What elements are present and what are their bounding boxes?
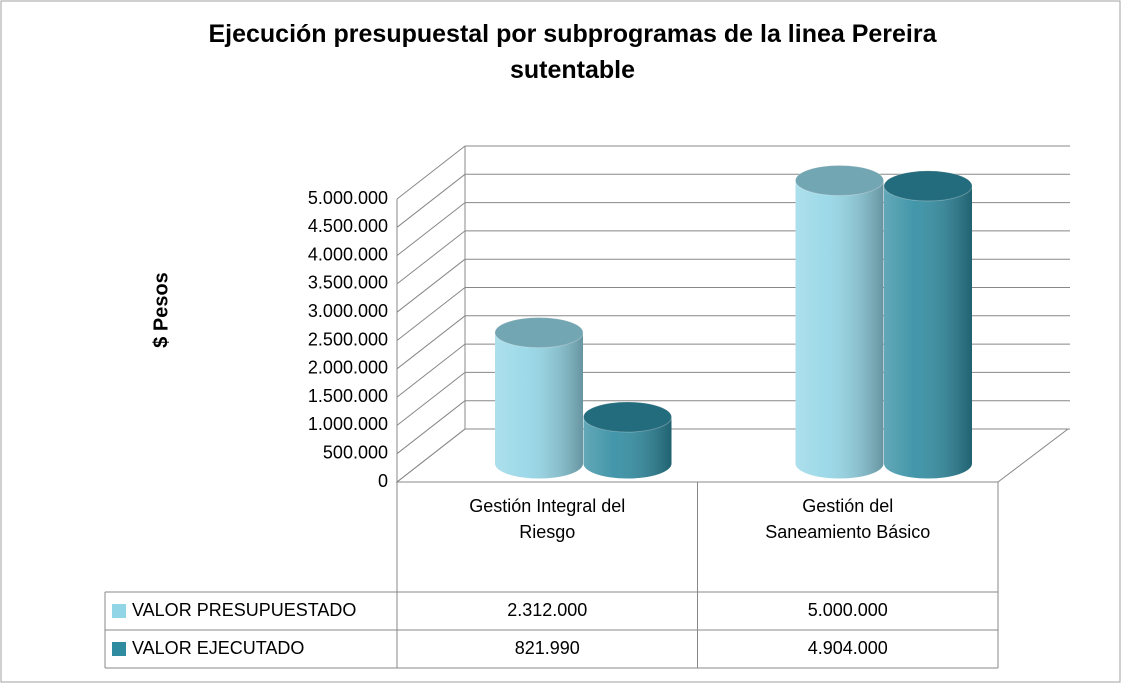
bar-top-shade <box>495 317 583 348</box>
y-tick-label: 1.500.000 <box>308 386 388 406</box>
x-tick-label: Gestión Integral del Riesgo <box>469 496 626 542</box>
grid-line <box>396 258 466 313</box>
legend-swatch <box>112 604 126 618</box>
data-label: 5.000.000 <box>808 600 888 620</box>
x-tick-label: Gestión del Saneamiento Básico <box>765 496 931 542</box>
bar-top <box>883 170 973 202</box>
bar-top-shade <box>795 165 884 196</box>
grid-line <box>396 230 466 285</box>
bar-top <box>583 401 672 433</box>
y-tick-label: 2.500.000 <box>308 329 388 349</box>
data-label: 821.990 <box>515 638 580 658</box>
grid-line <box>396 343 466 398</box>
legend-label: VALOR PRESUPUESTADO <box>132 600 356 620</box>
chart-title: Ejecución presupuestal por subprogramas … <box>208 20 937 84</box>
legend-swatch <box>112 642 126 656</box>
data-label: 4.904.000 <box>808 638 888 658</box>
grid-line <box>396 428 466 483</box>
bar-shade <box>795 180 884 464</box>
bar-top-shade <box>884 170 972 201</box>
y-tick-label: 0 <box>378 471 388 491</box>
grid-line <box>396 372 466 426</box>
grid-line <box>396 287 466 341</box>
grid-line <box>396 400 466 455</box>
y-tick-label: 2.000.000 <box>308 358 388 378</box>
legend-label: VALOR EJECUTADO <box>132 638 304 658</box>
bar-top <box>795 165 884 196</box>
data-label: 2.312.000 <box>507 600 587 620</box>
grid-line <box>396 315 466 370</box>
y-tick-label: 3.000.000 <box>308 301 388 321</box>
y-tick-label: 3.500.000 <box>308 273 388 293</box>
grid-line <box>396 145 466 200</box>
bar-top <box>494 317 584 349</box>
y-tick-label: 1.000.000 <box>308 414 388 434</box>
bar-shade <box>884 185 972 464</box>
y-tick-label: 500.000 <box>323 442 388 462</box>
bar-shade <box>495 332 583 464</box>
y-tick-label: 5.000.000 <box>308 188 388 208</box>
y-tick-label: 4.000.000 <box>308 244 388 264</box>
grid-line <box>396 173 466 228</box>
y-axis-label: $ Pesos <box>150 272 172 348</box>
y-tick-label: 4.500.000 <box>308 216 388 236</box>
bar-top-shade <box>583 401 672 432</box>
grid-line <box>396 202 466 256</box>
